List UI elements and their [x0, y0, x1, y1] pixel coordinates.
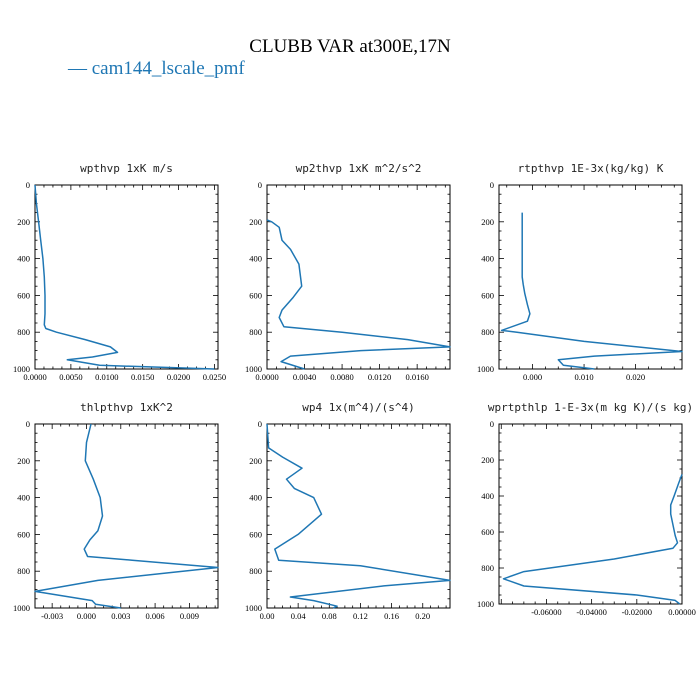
x-tick-label: 0.12 [353, 611, 368, 621]
subplot-4: thlpthvp 1xK^2 0 200 400 600 800 1000 -0.003 0.0… [13, 401, 219, 621]
x-tick-label: 0.0100 [95, 372, 118, 382]
y-tick-label: 200 [17, 456, 30, 466]
x-tick-label: 0.0050 [59, 372, 82, 382]
y-tick-label: 1000 [245, 603, 262, 613]
y-tick-label: 0 [26, 419, 30, 429]
y-tick-label: 600 [17, 290, 30, 300]
y-tick-label: 200 [17, 217, 30, 227]
x-tick-label: 0.20 [415, 611, 430, 621]
y-tick-label: 400 [17, 254, 30, 264]
series-line [266, 219, 451, 370]
x-tick-label: 0.009 [180, 611, 199, 621]
x-tick-label: 0.0200 [167, 372, 190, 382]
y-tick-label: 1000 [13, 603, 30, 613]
figure-title: CLUBB VAR at300E,17N [249, 36, 451, 57]
y-tick-label: 1000 [245, 364, 262, 374]
subplot-title: wprtpthlp 1-E-3x(m kg K)/(s kg) [488, 401, 693, 414]
x-tick-label: -0.02000 [622, 607, 652, 617]
plot-frame [498, 423, 683, 605]
x-tick-label: 0.0120 [368, 372, 391, 382]
y-tick-label: 0 [490, 419, 494, 429]
y-tick-label: 200 [249, 217, 262, 227]
x-tick-label: -0.04000 [576, 607, 606, 617]
y-tick-label: 0 [26, 180, 30, 190]
x-tick-label: 0.003 [111, 611, 130, 621]
x-tick-label: 0.000 [77, 611, 96, 621]
y-tick-label: 600 [249, 529, 262, 539]
x-tick-label: 0.0080 [330, 372, 353, 382]
x-tick-label: 0.020 [626, 372, 645, 382]
y-tick-label: 0 [490, 180, 494, 190]
x-tick-label: 0.04 [291, 611, 307, 621]
y-tick-label: 400 [481, 491, 494, 501]
series-line [500, 212, 683, 370]
y-tick-label: 800 [249, 566, 262, 576]
y-tick-label: 400 [17, 493, 30, 503]
subplot-2: wp2thvp 1xK m^2/s^2020040060080010000.00… [245, 162, 451, 382]
x-tick-label: 0.0000 [255, 372, 278, 382]
plot-frame [34, 423, 219, 609]
y-tick-label: 400 [249, 493, 262, 503]
y-tick-label: 400 [481, 254, 494, 264]
plot-frame [34, 184, 219, 370]
y-tick-label: 0 [258, 419, 262, 429]
y-tick-label: 600 [249, 290, 262, 300]
plot-frame [266, 423, 451, 609]
subplot-6: wprtpthlp 1-E-3x(m kg K)/(s kg) 0 200 400 60… [477, 401, 696, 617]
series-line [34, 423, 219, 609]
y-tick-label: 1000 [477, 599, 494, 609]
subplot-title: wpthvp 1xK m/s [80, 162, 173, 175]
x-tick-label: 0.0000 [23, 372, 46, 382]
y-tick-label: 600 [481, 527, 494, 537]
y-tick-label: 600 [17, 529, 30, 539]
y-tick-label: 1000 [13, 364, 30, 374]
x-tick-label: 0.0250 [203, 372, 226, 382]
subplot-title: rtpthvp 1E-3x(kg/kg) K [518, 162, 664, 175]
y-tick-label: 800 [481, 327, 494, 337]
x-tick-label: 0.08 [322, 611, 337, 621]
y-tick-label: 200 [249, 456, 262, 466]
subplot-title: wp2thvp 1xK m^2/s^2 [296, 162, 422, 175]
x-tick-label: 0.006 [146, 611, 165, 621]
y-tick-label: 0 [258, 180, 262, 190]
y-tick-label: 1000 [477, 364, 494, 374]
y-tick-label: 400 [249, 254, 262, 264]
x-tick-label: 0.16 [384, 611, 399, 621]
x-tick-label: -0.06000 [531, 607, 561, 617]
x-tick-label: 0.0150 [131, 372, 154, 382]
x-tick-label: 0.00 [260, 611, 275, 621]
y-tick-label: 800 [249, 327, 262, 337]
y-tick-label: 600 [481, 290, 494, 300]
y-tick-label: 800 [17, 327, 30, 337]
x-tick-label: 0.000 [523, 372, 542, 382]
series-line [266, 423, 451, 609]
legend-entry: — cam144_lscale_pmf [68, 58, 245, 79]
y-tick-label: 800 [17, 566, 30, 576]
legend: — cam144_lscale_pmf [68, 58, 245, 80]
x-tick-label: -0.003 [41, 611, 63, 621]
subplot-3: rtpthvp 1E-3x(kg/kg) K 0 200 400 600 800 1000 0… [477, 162, 683, 382]
series-line [34, 184, 215, 370]
subplot-title: thlpthvp 1xK^2 [80, 401, 173, 414]
x-tick-label: 0.010 [574, 372, 593, 382]
series-line [502, 474, 683, 605]
y-tick-label: 200 [481, 217, 494, 227]
x-tick-label: 0.0040 [293, 372, 316, 382]
y-tick-label: 800 [481, 563, 494, 573]
x-tick-label: 0.0160 [405, 372, 428, 382]
subplot-title: wp4 1x(m^4)/(s^4) [302, 401, 415, 414]
x-tick-label: 0.00000 [668, 607, 696, 617]
y-tick-label: 200 [481, 455, 494, 465]
